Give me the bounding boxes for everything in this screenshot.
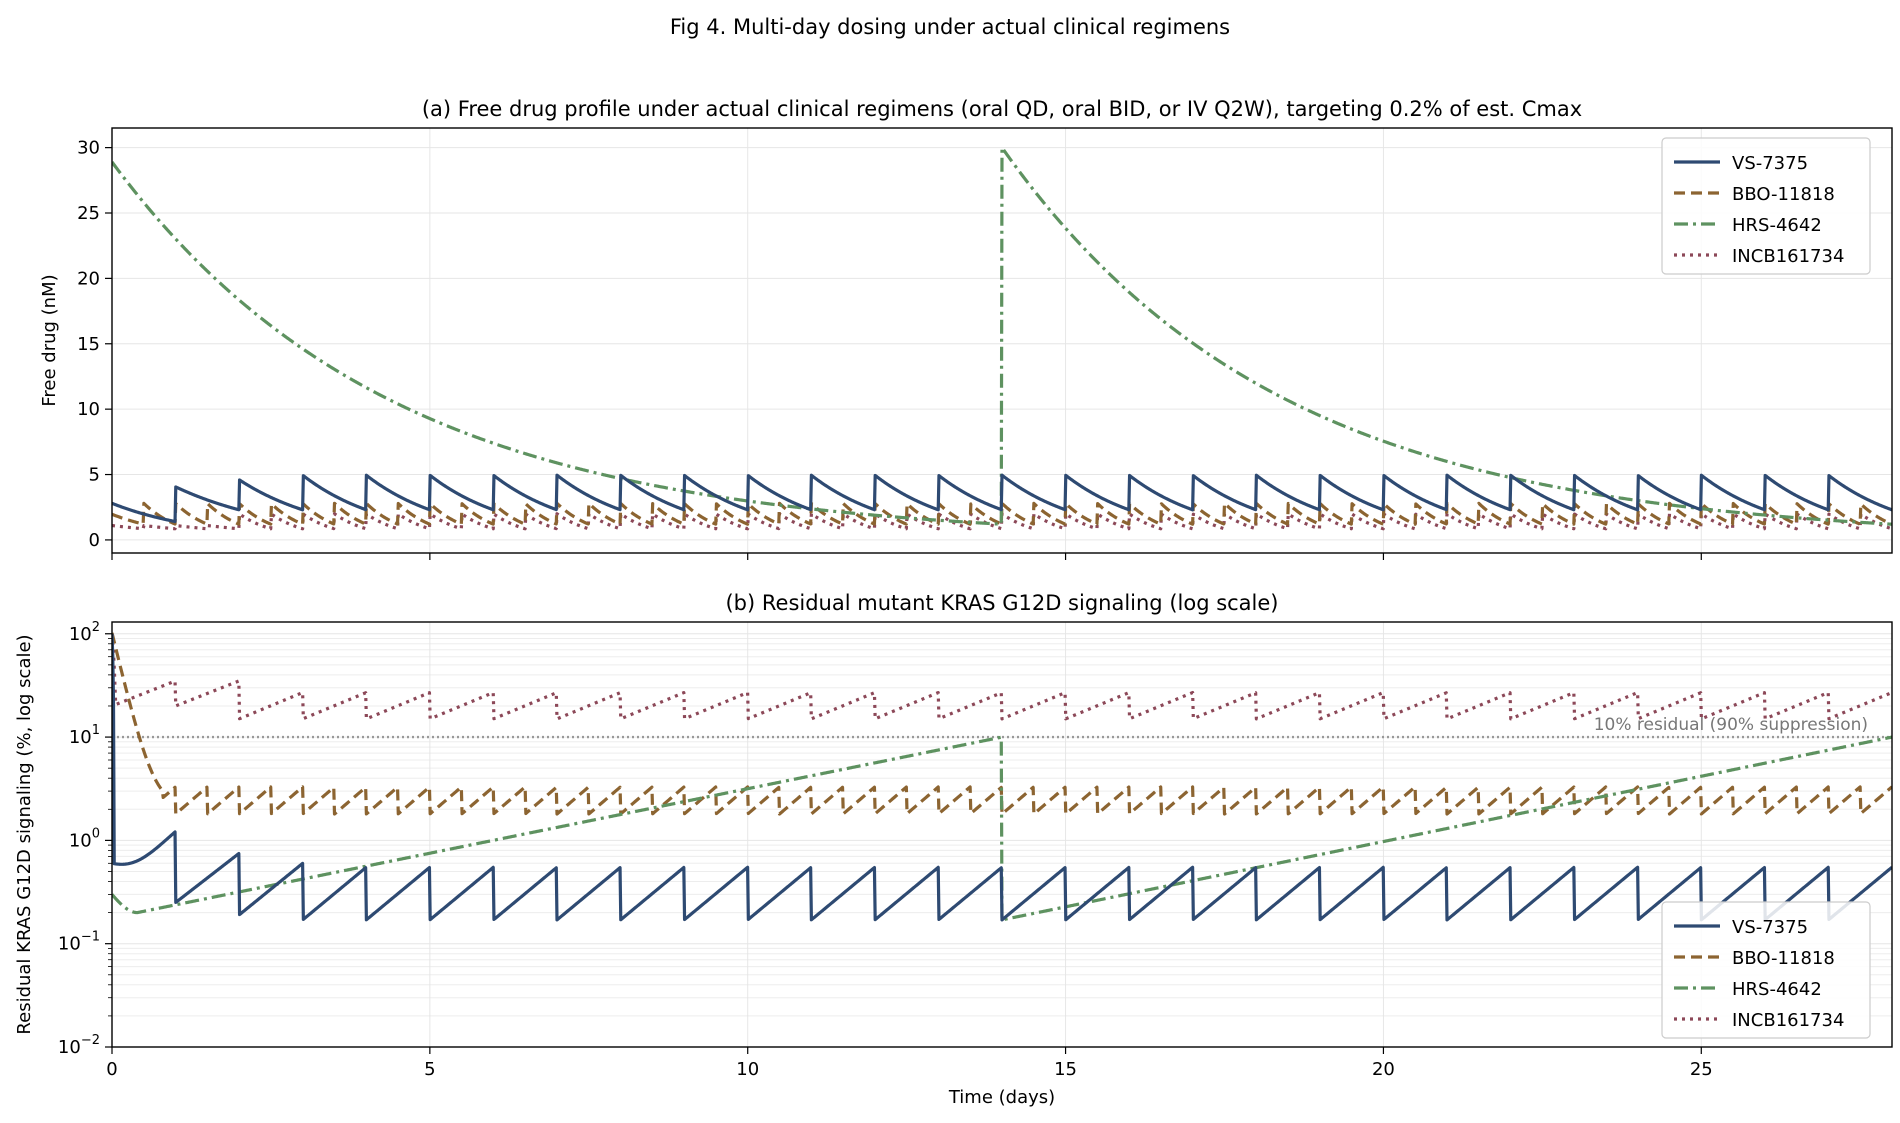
x-axis-label: Time (days): [948, 1087, 1055, 1108]
y-tick-label: 5: [89, 465, 100, 486]
series-line-incb161734: [112, 633, 1892, 721]
legend-label: VS-7375: [1732, 153, 1808, 174]
y-tick-base: 10: [69, 727, 92, 748]
y-tick-label: 25: [77, 203, 100, 224]
legend-label: HRS-4642: [1732, 215, 1822, 236]
x-tick-label: 25: [1690, 1059, 1713, 1080]
x-tick-label: 5: [424, 1059, 435, 1080]
y-tick-label: 15: [77, 334, 100, 355]
y-tick-label: 102: [69, 620, 100, 645]
y-tick-label: 101: [69, 723, 100, 748]
y-tick-base: 10: [69, 830, 92, 851]
y-tick-label: 0: [89, 530, 100, 551]
y-tick-label: 20: [77, 268, 100, 289]
y-axis-label: Residual KRAS G12D signaling (%, log sca…: [14, 634, 35, 1034]
series-line-hrs-4642: [112, 735, 1892, 922]
legend-label: VS-7375: [1732, 917, 1808, 938]
panel-title: (b) Residual mutant KRAS G12D signaling …: [725, 591, 1278, 615]
series-lines: [112, 632, 1892, 922]
series-line-bbo-11818: [112, 632, 1892, 816]
y-tick-label: 30: [77, 138, 100, 159]
series-line-hrs-4642: [112, 146, 1892, 526]
y-tick-label: 10−2: [58, 1033, 100, 1058]
y-tick-exponent: −1: [81, 930, 100, 945]
y-tick-exponent: 2: [92, 620, 100, 635]
plot-frame: [111, 127, 1893, 554]
legend-label: BBO-11818: [1732, 948, 1835, 969]
y-tick-label: 10: [77, 399, 100, 420]
reference-label: 10% residual (90% suppression): [1594, 715, 1868, 735]
figure-suptitle: Fig 4. Multi-day dosing under actual cli…: [670, 15, 1230, 39]
legend-label: INCB161734: [1732, 246, 1844, 267]
y-tick-base: 10: [58, 934, 81, 955]
y-tick-label: 100: [69, 826, 100, 851]
x-tick-label: 0: [106, 1059, 117, 1080]
legend-label: HRS-4642: [1732, 979, 1822, 1000]
y-tick-base: 10: [69, 624, 92, 645]
legend-label: INCB161734: [1732, 1010, 1844, 1031]
y-tick-exponent: 1: [92, 723, 100, 738]
y-tick-label: 10−1: [58, 930, 100, 955]
x-tick-label: 15: [1054, 1059, 1077, 1080]
panel-title: (a) Free drug profile under actual clini…: [422, 97, 1582, 121]
x-tick-label: 20: [1372, 1059, 1395, 1080]
legend-label: BBO-11818: [1732, 184, 1835, 205]
x-tick-label: 10: [736, 1059, 759, 1080]
series-line-vs-7375: [112, 473, 1892, 524]
y-tick-exponent: −2: [81, 1033, 100, 1048]
series-lines: [112, 146, 1892, 531]
legend-box: [1661, 901, 1871, 1039]
y-tick-base: 10: [58, 1037, 81, 1058]
panel-a: 0 5 10 15 20 25 30 (a) Free drug profile under …: [39, 97, 1893, 560]
plot-frame: [111, 621, 1893, 1048]
y-tick-exponent: 0: [92, 826, 100, 841]
y-axis-label: Free drug (nM): [39, 274, 60, 406]
legend-box: [1661, 137, 1871, 275]
series-line-bbo-11818: [112, 501, 1892, 526]
series-line-vs-7375: [112, 633, 1892, 922]
